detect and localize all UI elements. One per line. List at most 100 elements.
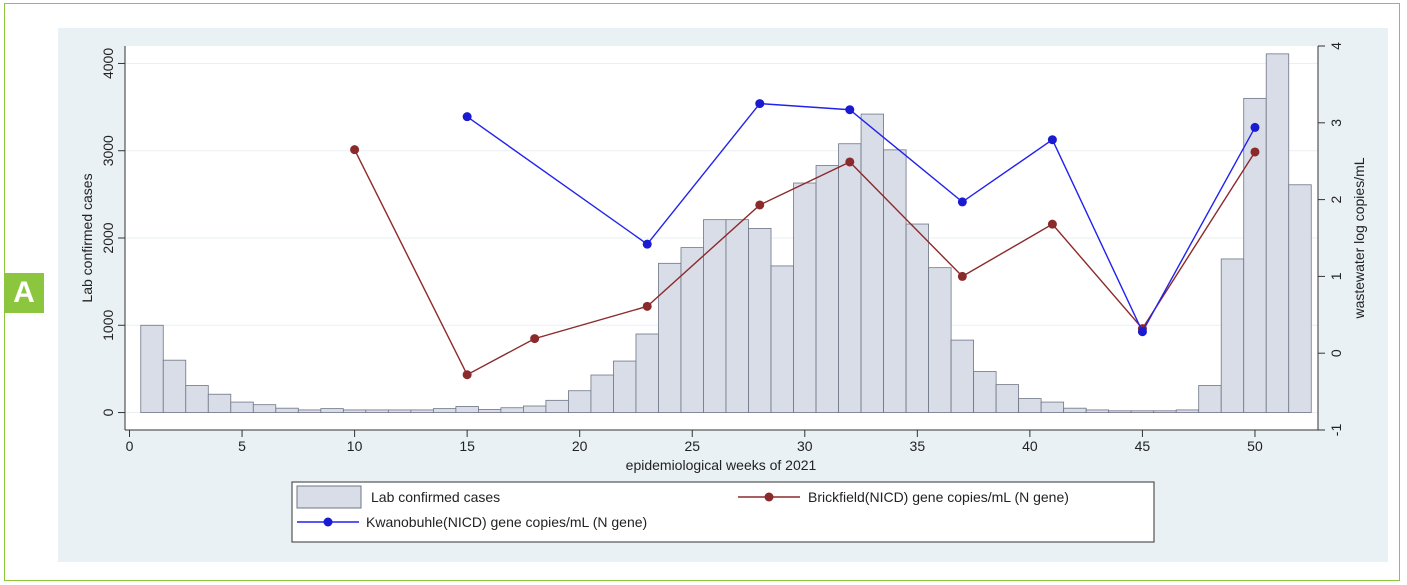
- y2-tick-label: -1: [1328, 424, 1344, 437]
- bar: [995, 384, 1020, 413]
- y-tick-label: 1000: [100, 309, 116, 340]
- x-tick-label: 10: [347, 438, 363, 454]
- bar: [568, 390, 592, 413]
- bar: [1040, 401, 1065, 413]
- kwanobuhle-line: [466, 102, 1256, 334]
- bar: [230, 401, 254, 413]
- bar: [1265, 53, 1290, 413]
- brickfield-point: [1250, 147, 1260, 157]
- kwanobuhle-point: [462, 112, 472, 122]
- y2-axis-label: wastewater log copies/mL: [1351, 157, 1367, 319]
- legend-label-lab-cases: Lab confirmed cases: [371, 489, 500, 505]
- bar: [140, 324, 164, 413]
- brickfield-line: [353, 149, 1256, 376]
- bar: [838, 143, 862, 413]
- kwanobuhle-point: [1250, 122, 1260, 132]
- bar: [1220, 258, 1245, 413]
- bar: [432, 408, 457, 413]
- x-tick-label: 0: [126, 438, 134, 454]
- kwanobuhle-point: [845, 105, 855, 115]
- bar: [320, 408, 344, 413]
- bar: [185, 385, 209, 413]
- legend-swatch-kwanobuhle-marker: [323, 517, 333, 527]
- x-tick-label: 25: [684, 438, 700, 454]
- kwanobuhle-point: [755, 99, 765, 109]
- bar: [748, 227, 772, 413]
- y-tick-label: 0: [100, 408, 116, 416]
- x-tick-label: 35: [910, 438, 926, 454]
- bar: [635, 333, 659, 413]
- bar: [162, 359, 187, 413]
- kwanobuhle-point: [1137, 327, 1147, 337]
- bar: [860, 113, 884, 413]
- brickfield-point: [845, 157, 855, 167]
- y-tick-label: 3000: [100, 135, 116, 166]
- bar: [613, 360, 637, 413]
- y-tick-label: 2000: [100, 222, 116, 253]
- x-tick-label: 5: [238, 438, 246, 454]
- bar: [545, 399, 569, 413]
- x-tick-label: 50: [1247, 438, 1263, 454]
- bar: [1288, 184, 1312, 413]
- bar: [1175, 409, 1200, 413]
- x-tick-label: 30: [797, 438, 813, 454]
- bar: [725, 219, 749, 413]
- bar: [252, 404, 277, 413]
- bar: [275, 407, 299, 413]
- panel-label-badge: A: [4, 273, 44, 313]
- kwanobuhle-point: [1047, 135, 1057, 145]
- brickfield-point: [462, 370, 472, 380]
- bar: [410, 409, 434, 413]
- bar: [1018, 398, 1042, 413]
- bar: [883, 149, 907, 413]
- bar: [342, 409, 367, 413]
- bar: [905, 223, 929, 413]
- bar: [477, 409, 502, 413]
- x-tick-label: 45: [1135, 438, 1151, 454]
- brickfield-point: [350, 145, 360, 155]
- x-tick-label: 40: [1022, 438, 1038, 454]
- y-tick-label: 4000: [100, 48, 116, 79]
- bar: [1130, 410, 1155, 413]
- y2-tick-label: 3: [1328, 119, 1344, 127]
- brickfield-point: [1047, 219, 1057, 229]
- bar: [1243, 97, 1267, 413]
- bar: [1085, 409, 1110, 413]
- y2-tick-label: 0: [1328, 349, 1344, 357]
- legend-label-kwanobuhle: Kwanobuhle(NICD) gene copies/mL (N gene): [366, 514, 647, 530]
- bar: [815, 165, 839, 413]
- bar: [455, 406, 479, 413]
- brickfield-point: [530, 334, 540, 344]
- y2-tick-label: 2: [1328, 195, 1344, 203]
- brickfield-point: [957, 271, 967, 281]
- kwanobuhle-point: [642, 239, 652, 249]
- bar: [1063, 407, 1087, 413]
- bar: [928, 267, 952, 413]
- bar: [590, 374, 614, 413]
- line-series-kwanobuhle: [462, 99, 1260, 337]
- bar: [1198, 385, 1222, 413]
- brickfield-point: [642, 301, 652, 311]
- axes: 0 5 10 15 20 25 30 35 40 45 50 0 1000 2000 3000 4000 -1 0…: [100, 42, 1344, 454]
- y-axis-label: Lab confirmed cases: [79, 173, 95, 302]
- bar: [770, 265, 794, 413]
- bar: [523, 405, 547, 413]
- bar: [207, 393, 232, 413]
- x-axis-label: epidemiological weeks of 2021: [626, 457, 817, 473]
- brickfield-point: [755, 200, 765, 210]
- bar: [1108, 410, 1132, 413]
- legend-box: [291, 481, 1155, 543]
- bar: [950, 339, 975, 413]
- bar: [365, 409, 389, 413]
- bar: [297, 409, 322, 413]
- bar: [1153, 410, 1177, 413]
- legend-swatch-lab-cases: [296, 485, 362, 509]
- legend-label-brickfield: Brickfield(NICD) gene copies/mL (N gene): [808, 489, 1069, 505]
- bar: [973, 371, 997, 413]
- legend: Lab confirmed cases Brickfield(NICD) gen…: [291, 481, 1155, 543]
- x-tick-label: 20: [572, 438, 588, 454]
- x-tick-label: 15: [459, 438, 475, 454]
- bar: [793, 182, 817, 413]
- y2-tick-label: 4: [1328, 42, 1344, 50]
